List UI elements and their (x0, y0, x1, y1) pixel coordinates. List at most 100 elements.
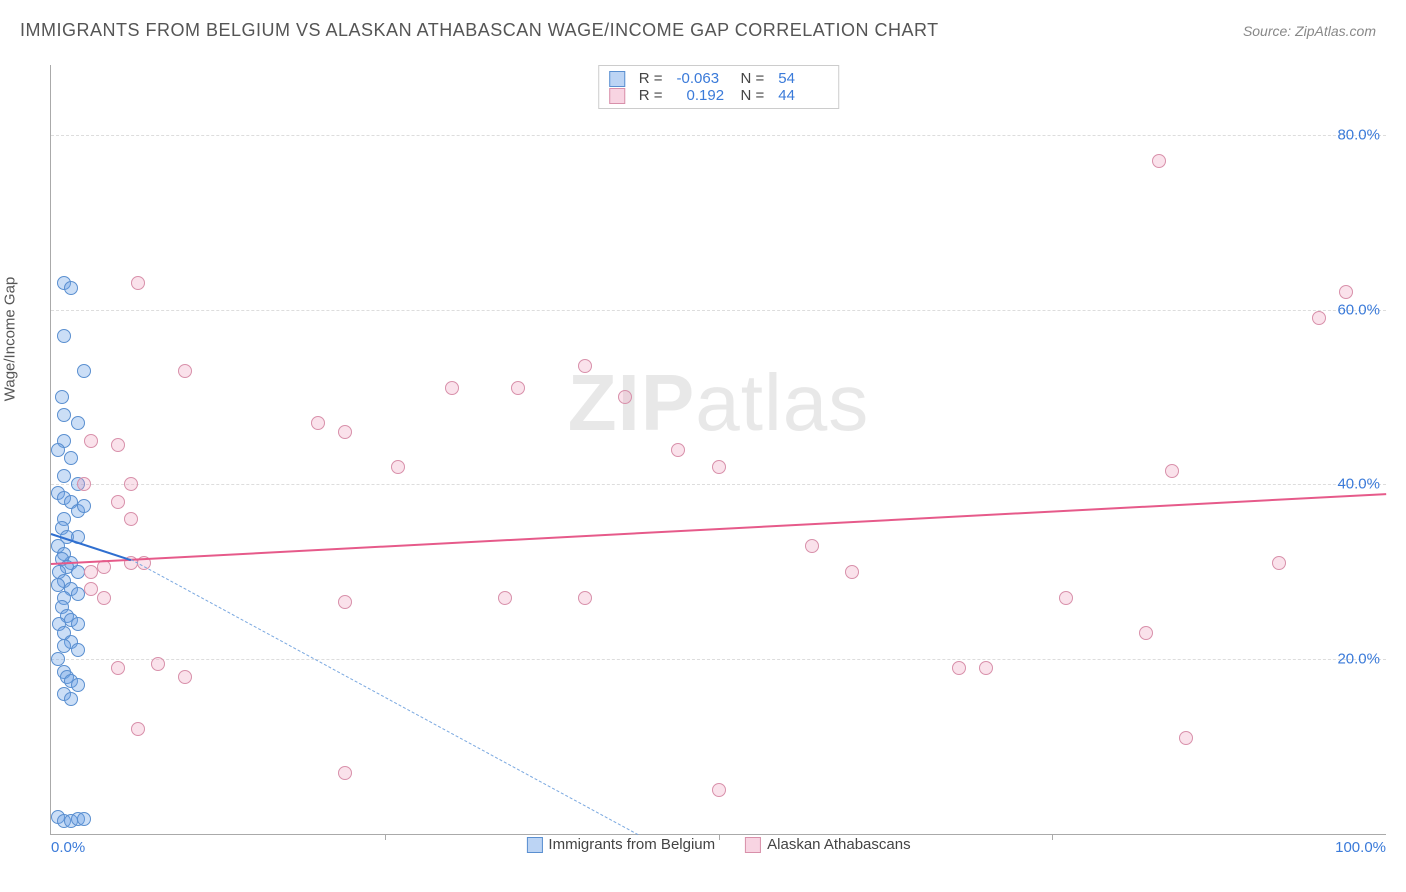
data-point (1312, 311, 1326, 325)
source-label: Source: (1243, 23, 1291, 39)
data-point (111, 438, 125, 452)
data-point (55, 390, 69, 404)
chart-container: Wage/Income Gap ZIPatlas R = -0.063 N = … (20, 50, 1386, 860)
data-point (57, 639, 71, 653)
data-point (1272, 556, 1286, 570)
data-point (178, 670, 192, 684)
trend-line (51, 493, 1386, 565)
data-point (51, 652, 65, 666)
data-point (57, 408, 71, 422)
data-point (97, 591, 111, 605)
legend-swatch-pink (609, 88, 625, 104)
n-value-1: 44 (778, 87, 828, 104)
legend-swatch-blue (609, 71, 625, 87)
data-point (952, 661, 966, 675)
legend-item-1: Alaskan Athabascans (745, 836, 910, 853)
data-point (51, 443, 65, 457)
data-point (77, 499, 91, 513)
n-label-1: N = (741, 87, 765, 104)
data-point (71, 565, 85, 579)
legend-swatch-blue-bottom (526, 837, 542, 853)
y-tick-label: 60.0% (1337, 301, 1380, 318)
data-point (131, 276, 145, 290)
r-value-0: -0.063 (677, 70, 727, 87)
data-point (1152, 154, 1166, 168)
data-point (511, 381, 525, 395)
watermark: ZIPatlas (568, 357, 869, 449)
data-point (97, 560, 111, 574)
data-point (71, 416, 85, 430)
source-name: ZipAtlas.com (1295, 23, 1376, 39)
data-point (498, 591, 512, 605)
data-point (64, 692, 78, 706)
data-point (671, 443, 685, 457)
data-point (71, 587, 85, 601)
data-point (1059, 591, 1073, 605)
data-point (845, 565, 859, 579)
data-point (111, 661, 125, 675)
data-point (1139, 626, 1153, 640)
r-label-1: R = (639, 87, 663, 104)
data-point (124, 512, 138, 526)
data-point (712, 783, 726, 797)
data-point (64, 281, 78, 295)
data-point (124, 477, 138, 491)
n-label-0: N = (741, 70, 765, 87)
data-point (311, 416, 325, 430)
data-point (618, 390, 632, 404)
data-point (338, 595, 352, 609)
data-point (338, 425, 352, 439)
data-point (578, 591, 592, 605)
r-label-0: R = (639, 70, 663, 87)
data-point (57, 469, 71, 483)
legend-stats-row-1: R = 0.192 N = 44 (609, 87, 829, 104)
data-point (391, 460, 405, 474)
data-point (84, 582, 98, 596)
data-point (71, 678, 85, 692)
legend-stats-box: R = -0.063 N = 54 R = 0.192 N = 44 (598, 65, 840, 109)
data-point (77, 812, 91, 826)
data-point (1165, 464, 1179, 478)
data-point (338, 766, 352, 780)
gridline (51, 310, 1386, 311)
x-tick-mark (1052, 834, 1053, 840)
data-point (151, 657, 165, 671)
legend-swatch-pink-bottom (745, 837, 761, 853)
data-point (84, 434, 98, 448)
data-point (57, 329, 71, 343)
legend-label-1: Alaskan Athabascans (767, 836, 910, 853)
legend-item-0: Immigrants from Belgium (526, 836, 715, 853)
data-point (1339, 285, 1353, 299)
data-point (84, 565, 98, 579)
data-point (178, 364, 192, 378)
data-point (1179, 731, 1193, 745)
y-axis-label: Wage/Income Gap (2, 277, 19, 402)
data-point (712, 460, 726, 474)
r-value-1: 0.192 (677, 87, 727, 104)
data-point (71, 617, 85, 631)
y-tick-label: 80.0% (1337, 126, 1380, 143)
data-point (805, 539, 819, 553)
plot-area: ZIPatlas R = -0.063 N = 54 R = 0.192 N =… (50, 65, 1386, 835)
gridline (51, 659, 1386, 660)
data-point (979, 661, 993, 675)
data-point (77, 477, 91, 491)
y-tick-label: 20.0% (1337, 651, 1380, 668)
y-tick-label: 40.0% (1337, 476, 1380, 493)
watermark-rest: atlas (695, 358, 869, 447)
data-point (77, 364, 91, 378)
data-point (51, 578, 65, 592)
source-attribution: Source: ZipAtlas.com (1243, 23, 1376, 39)
legend-stats-row-0: R = -0.063 N = 54 (609, 70, 829, 87)
gridline (51, 135, 1386, 136)
gridline (51, 484, 1386, 485)
x-tick-mark (385, 834, 386, 840)
x-tick-label: 0.0% (51, 839, 85, 856)
data-point (64, 451, 78, 465)
header-row: IMMIGRANTS FROM BELGIUM VS ALASKAN ATHAB… (0, 0, 1406, 41)
data-point (578, 359, 592, 373)
data-point (131, 722, 145, 736)
trend-line (131, 559, 639, 835)
n-value-0: 54 (778, 70, 828, 87)
legend-label-0: Immigrants from Belgium (548, 836, 715, 853)
